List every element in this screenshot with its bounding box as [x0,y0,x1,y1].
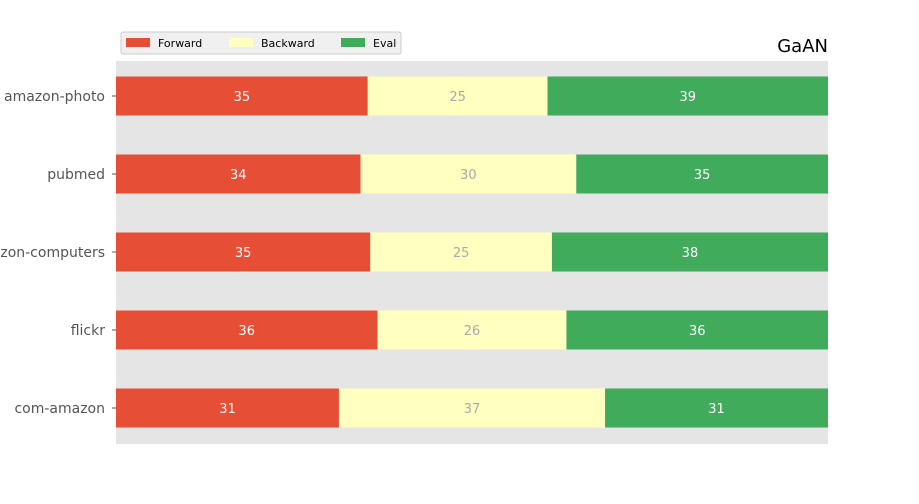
bar-eval-com-amazon [605,388,828,428]
bar-value-label: 25 [449,90,466,105]
legend-label-eval: Eval [373,37,396,50]
value-labels-layer: 35 25 39 34 30 35 35 25 38 36 26 36 31 37 31 [219,90,725,417]
bars-layer [116,76,828,428]
bar-eval-pubmed [576,154,828,194]
bar-value-label: 36 [239,324,256,339]
bar-backward-flickr [377,310,567,350]
legend-label-forward: Forward [158,37,202,50]
bar-value-label: 38 [682,246,699,261]
chart-title: GaAN [777,36,828,57]
y-tick-label: com-amazon [14,401,105,417]
y-axis: amazon-photo pubmed amazon-computers flickr… [0,89,116,417]
y-tick-label: flickr [71,323,106,339]
bar-forward-amazon-computers [116,232,371,272]
bar-value-label: 34 [230,168,247,183]
bar-value-label: 31 [708,402,725,417]
legend-swatch-forward [126,38,150,47]
y-tick-label: amazon-photo [4,89,105,105]
y-tick-label: amazon-computers [0,245,105,261]
bar-forward-flickr [116,310,378,350]
bar-value-label: 35 [235,246,252,261]
bar-value-label: 35 [694,168,711,183]
bar-forward-pubmed [116,154,361,194]
bar-value-label: 31 [219,402,236,417]
legend-frame [120,31,402,55]
bar-value-label: 25 [453,246,470,261]
bar-forward-amazon-photo [116,76,368,116]
bar-backward-com-amazon [338,388,606,428]
legend-swatch-eval [341,38,365,47]
y-tick-label: pubmed [47,167,105,183]
bar-backward-amazon-computers [370,232,552,272]
legend-label-backward: Backward [261,37,315,50]
bar-value-label: 35 [234,90,251,105]
bar-backward-amazon-photo [367,76,548,116]
legend-swatch-backward [229,38,253,47]
bar-value-label: 39 [679,90,696,105]
bar-eval-amazon-computers [551,232,828,272]
bar-backward-pubmed [360,154,577,194]
bar-eval-flickr [566,310,828,350]
bar-value-label: 26 [464,324,481,339]
bar-value-label: 36 [689,324,706,339]
bar-value-label: 37 [464,402,481,417]
bar-forward-com-amazon [116,388,339,428]
bar-value-label: 30 [460,168,477,183]
bar-eval-amazon-photo [547,76,828,116]
legend: Forward Backward Eval [120,31,402,55]
